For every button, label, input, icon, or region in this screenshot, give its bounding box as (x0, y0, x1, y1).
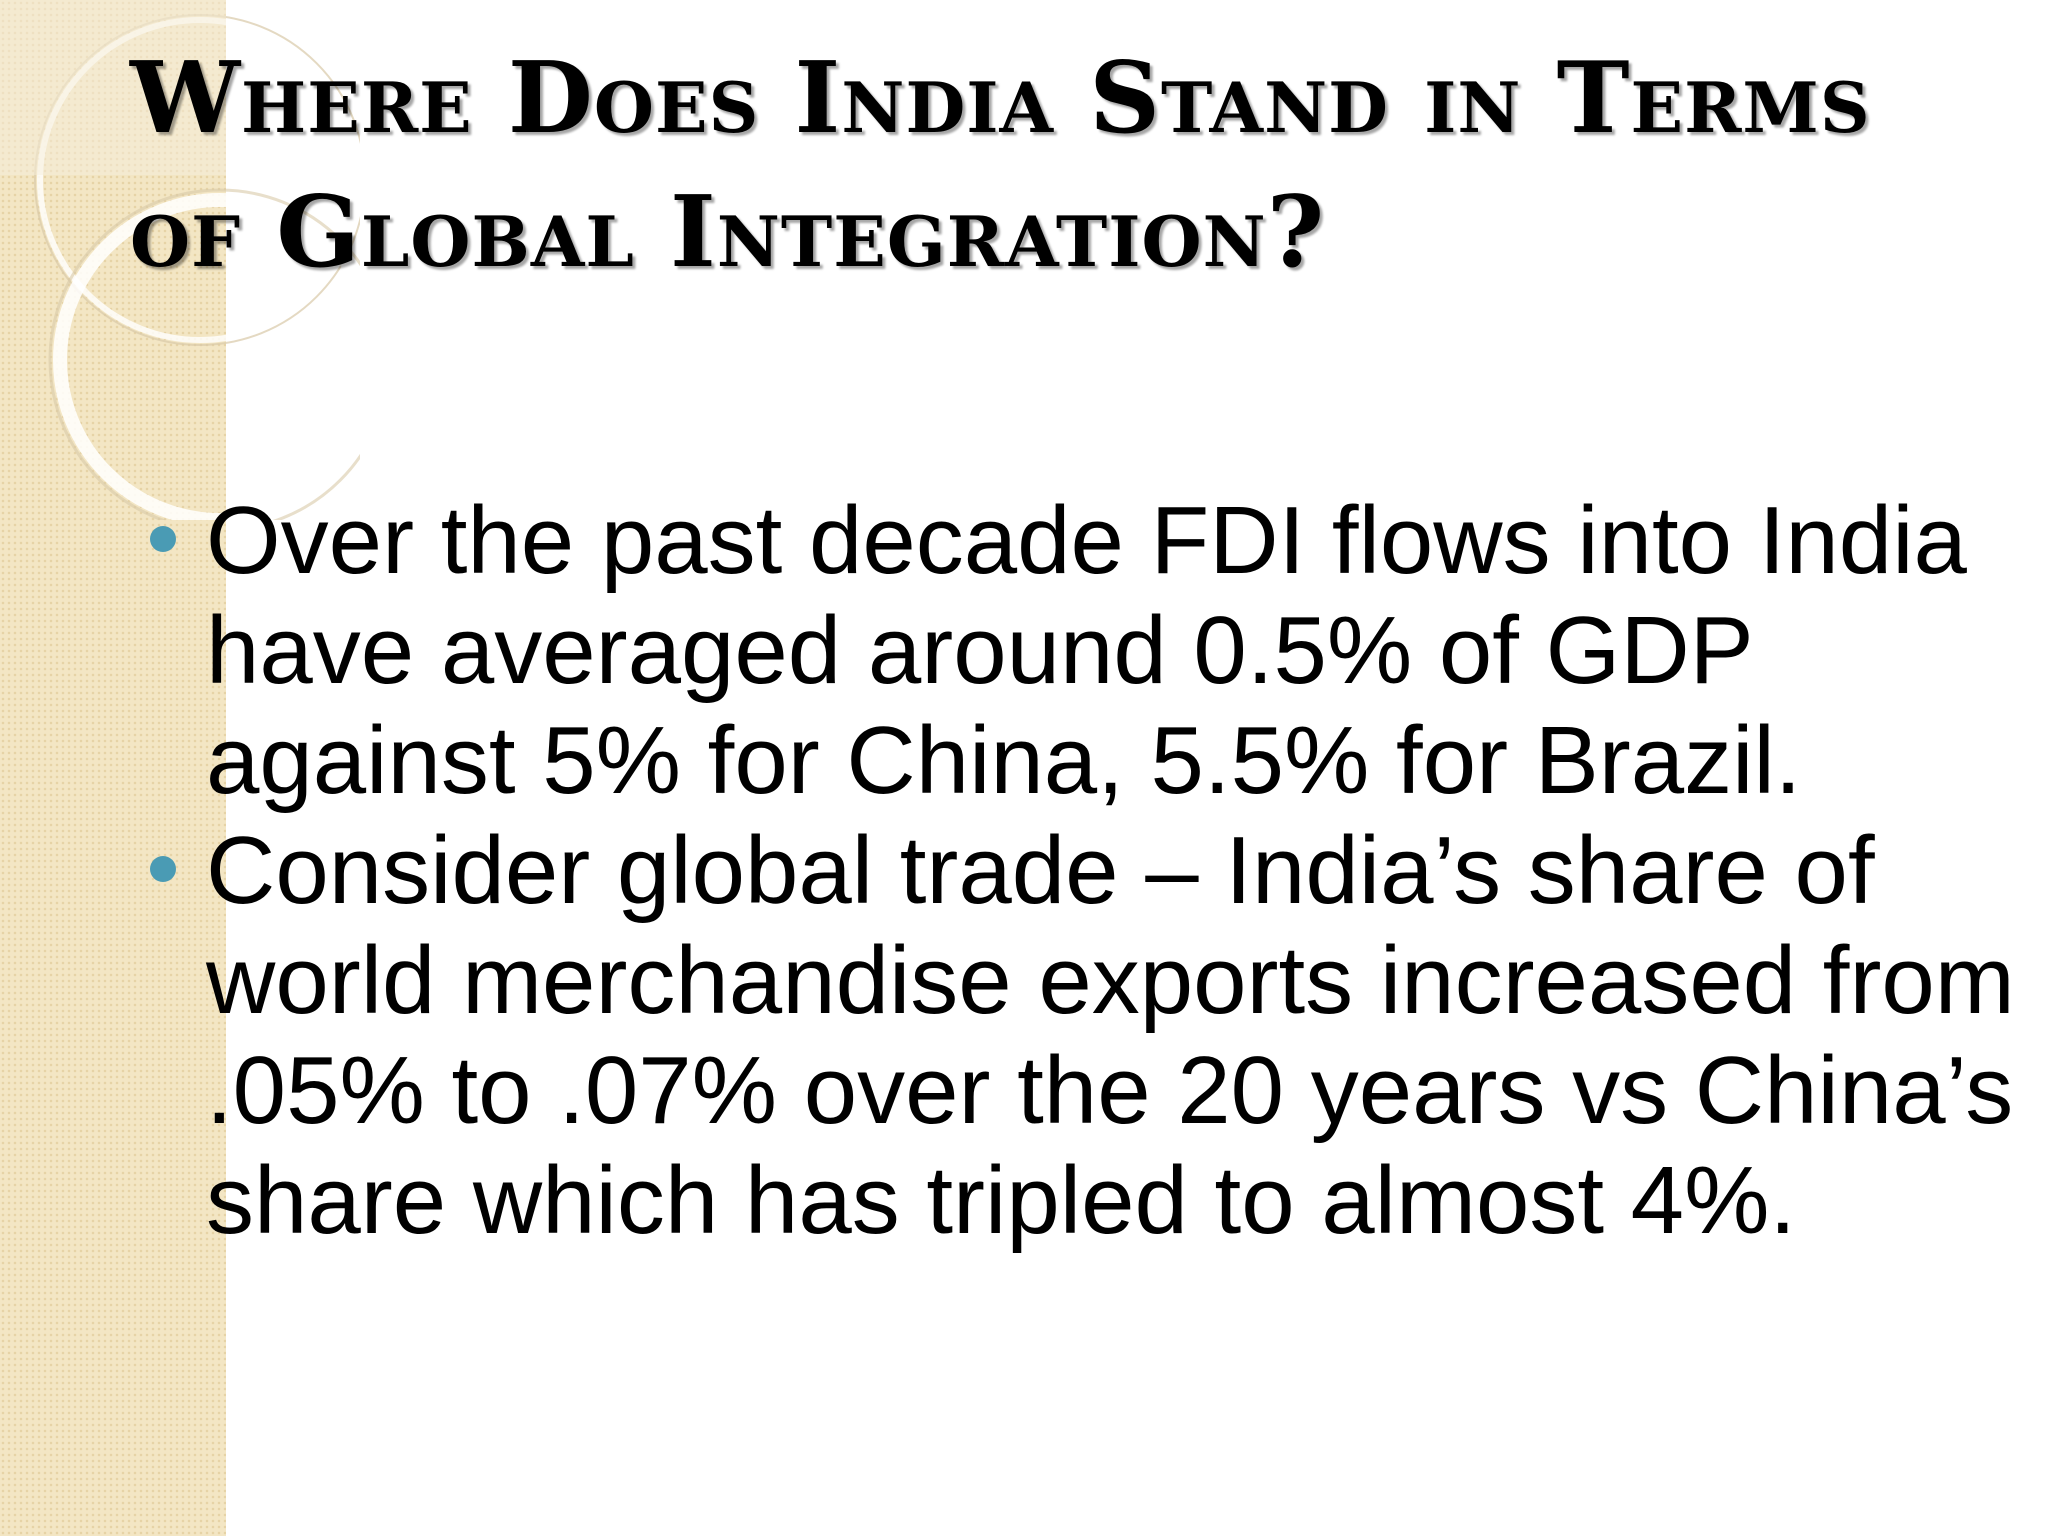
bullet: Consider global trade – India’s share of… (150, 816, 2030, 1256)
side-strip (0, 0, 226, 1536)
decoration (0, 0, 360, 520)
slide-title: Where Does India Stand in Terms of Globa… (130, 41, 1871, 290)
bullet: Over the past decade FDI flows into Indi… (150, 486, 2030, 816)
bullet-list: Over the past decade FDI flows into Indi… (150, 486, 2030, 1256)
